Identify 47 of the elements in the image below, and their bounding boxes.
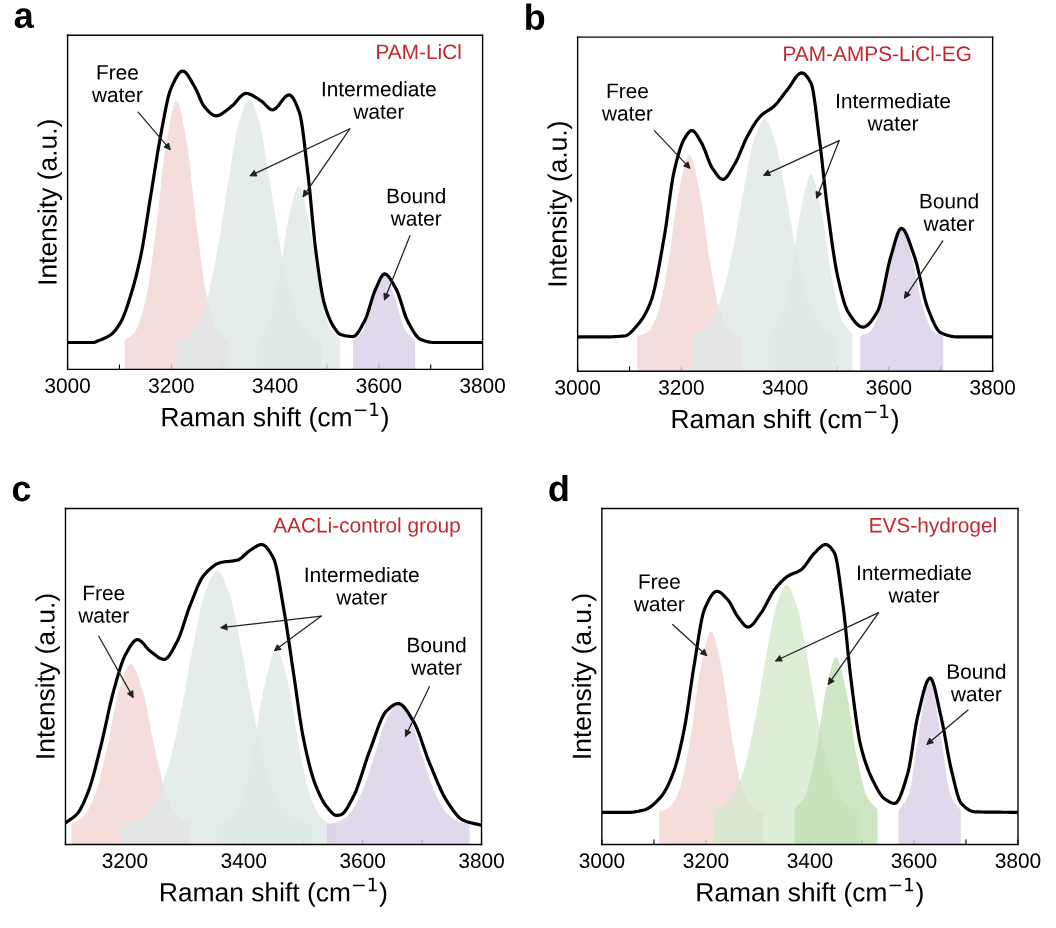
x-tick-label: 3600	[891, 853, 937, 869]
annotation: Intermediate water	[857, 564, 971, 603]
x-tick-label: 3400	[787, 853, 833, 869]
x-tick-label: 3400	[762, 380, 808, 395]
chart-title: c	[12, 481, 31, 502]
x-axis-title: Raman shift (cm$^{−1}$)	[697, 877, 923, 907]
chart-subtitle: PAM-AMPS-LiCl-EG	[784, 45, 971, 62]
y-axis-title: Intensity (a.u.)	[35, 594, 60, 758]
x-tick-label: 3400	[252, 378, 298, 393]
x-tick-label: 3800	[995, 853, 1041, 869]
chart-subtitle: EVS-hydrogel	[870, 517, 996, 537]
x-tick-label: 3000	[45, 378, 90, 393]
y-axis-title: Intensity (a.u.)	[571, 594, 597, 758]
annotation: Bound water	[947, 663, 1006, 702]
y-axis-title: Intensity (a.u.)	[547, 122, 573, 286]
x-axis-title: Raman shift (cm$^{−1}$)	[162, 402, 388, 432]
x-tick-label: 3400	[221, 853, 267, 869]
x-axis-title: Raman shift (cm$^{−1}$)	[161, 877, 387, 907]
x-tick-label: 3200	[659, 380, 704, 395]
x-tick-label: 3200	[148, 378, 194, 393]
annotation: Free water	[78, 585, 129, 623]
annotation: Intermediate water	[322, 81, 436, 119]
x-tick-label: 3800	[970, 380, 1015, 395]
x-tick-label: 3600	[356, 378, 402, 393]
annotation: Free water	[91, 65, 143, 103]
x-tick-label: 3000	[579, 853, 625, 869]
x-tick-label: 3200	[102, 853, 148, 869]
annotation: Bound water	[387, 188, 445, 226]
annotation: Bound water	[920, 193, 978, 231]
chart-subtitle: PAM-LiCl	[377, 43, 461, 60]
y-axis-title: Intensity (a.u.)	[37, 120, 63, 284]
annotation: Free water	[601, 83, 653, 121]
x-tick-label: 3800	[459, 853, 504, 869]
chart-title: b	[526, 3, 545, 30]
chart-title: d	[549, 474, 568, 502]
x-tick-label: 3800	[460, 378, 505, 393]
annotation: Bound water	[408, 637, 466, 675]
x-tick-label: 3200	[683, 853, 729, 869]
chart-subtitle: AACLi-control group	[273, 517, 460, 537]
chart-title: a	[14, 8, 34, 29]
annotation: Intermediate water	[305, 566, 419, 605]
x-tick-label: 3600	[866, 380, 912, 395]
x-axis-title: Raman shift (cm$^{−1}$)	[672, 404, 898, 434]
x-tick-label: 3000	[555, 380, 600, 395]
x-tick-label: 3600	[340, 853, 386, 869]
annotation: Intermediate water	[837, 93, 951, 131]
annotation: Free water	[633, 574, 685, 612]
